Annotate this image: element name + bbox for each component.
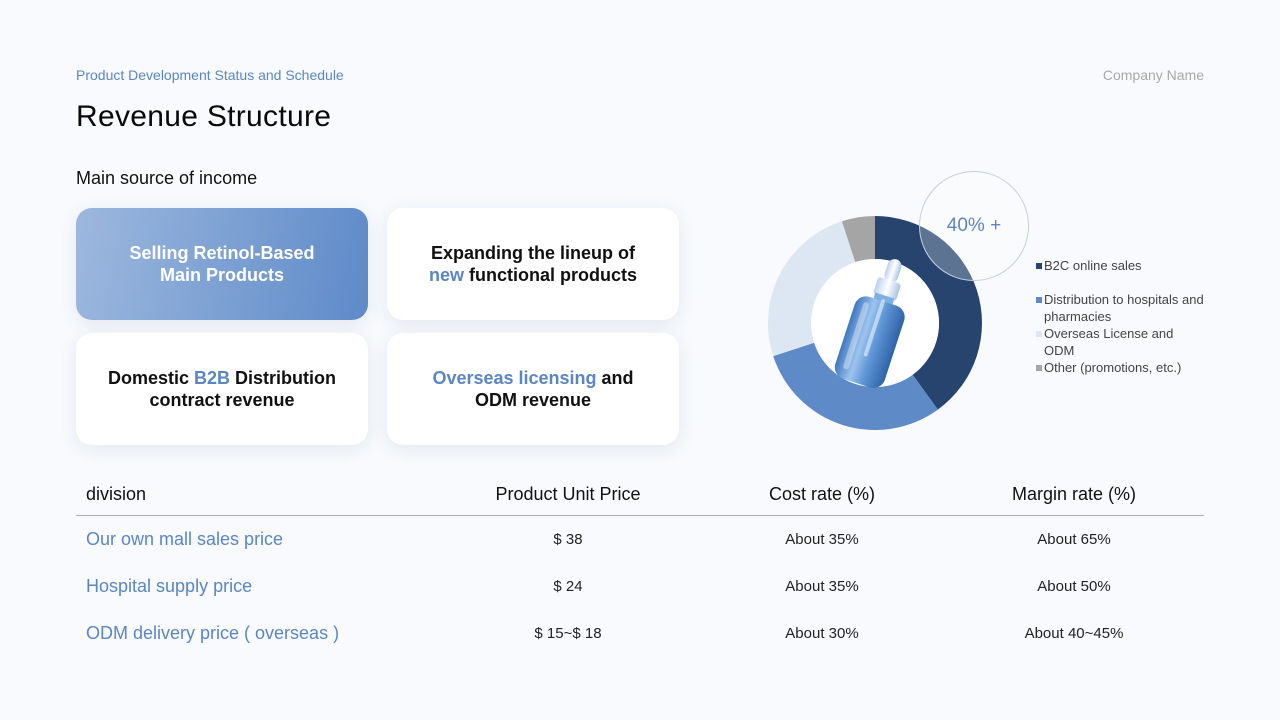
legend-item: Distribution to hospitals and pharmacies [1036, 291, 1206, 325]
table-row: Our own mall sales price $ 38 About 35% … [76, 516, 1204, 563]
callout-text: 40% + [946, 215, 1002, 236]
table-cell: About 65% [1037, 531, 1111, 548]
card-line: ODM revenue [474, 390, 592, 410]
table-cell: About 30% [785, 625, 859, 642]
table-header: Cost rate (%) [768, 484, 876, 504]
revenue-donut-chart [760, 208, 990, 438]
table-row: Hospital supply price $ 24 About 35% Abo… [76, 563, 1204, 610]
donut-svg [768, 216, 982, 430]
card-line: Main Products [159, 265, 284, 285]
table-cell: Our own mall sales price [86, 529, 284, 549]
page-title: Revenue Structure [76, 100, 332, 133]
table-cell: $ 24 [553, 578, 583, 595]
donut-slice [773, 342, 938, 430]
callout-bubble: 40% + [919, 171, 1029, 281]
legend-swatch [1036, 331, 1042, 337]
table-cell: ODM delivery price ( overseas ) [86, 623, 340, 643]
card-line: Distribution [230, 368, 337, 388]
table-header: Margin rate (%) [1011, 484, 1137, 504]
card-accent: Overseas licensing [432, 368, 597, 388]
donut-slice [841, 216, 875, 263]
company-name: Company Name [1102, 67, 1204, 83]
table-cell: About 40~45% [1024, 625, 1124, 642]
table-cell: $ 38 [553, 531, 583, 548]
card-accent: new [428, 265, 464, 285]
card-line: functional products [464, 265, 637, 285]
legend-label: B2C online sales [1044, 258, 1142, 273]
legend-label: Distribution to hospitals and pharmacies [1044, 292, 1204, 324]
legend-label: Other (promotions, etc.) [1044, 360, 1182, 375]
legend-item: Other (promotions, etc.) [1036, 359, 1206, 376]
card-domestic-b2b: Domestic B2B Distribution contract reven… [76, 333, 368, 445]
card-line: contract revenue [149, 390, 295, 410]
table-header: Product Unit Price [495, 484, 641, 504]
table-cell: $ 15~$ 18 [534, 625, 602, 642]
card-retinol-products: Selling Retinol-Based Main Products [76, 208, 368, 320]
table-header-row: division Product Unit Price Cost rate (%… [76, 474, 1204, 516]
serum-bottle-icon [834, 259, 905, 388]
legend-swatch [1036, 263, 1042, 269]
table-header: division [86, 484, 147, 504]
table-cell: About 50% [1037, 578, 1111, 595]
legend-item: Overseas License and ODM [1036, 325, 1206, 359]
card-expand-lineup: Expanding the lineup of new functional p… [387, 208, 679, 320]
legend-swatch [1036, 297, 1042, 303]
legend-label: Overseas License and ODM [1044, 326, 1174, 358]
pricing-table: division Product Unit Price Cost rate (%… [76, 474, 1204, 657]
card-line: Selling Retinol-Based [129, 243, 315, 263]
card-line: Expanding the lineup of [430, 243, 635, 263]
legend-item: B2C online sales [1036, 257, 1206, 274]
section-label: Main source of income [76, 168, 258, 188]
donut-slice [768, 221, 856, 357]
table-cell: About 35% [785, 531, 859, 548]
card-line: Domestic [107, 368, 194, 388]
table-row: ODM delivery price ( overseas ) $ 15~$ 1… [76, 610, 1204, 657]
card-accent: B2B [194, 368, 231, 388]
card-line: and [596, 368, 634, 388]
table-cell: About 35% [785, 578, 859, 595]
table-cell: Hospital supply price [86, 576, 253, 596]
header-subtitle: Product Development Status and Schedule [76, 67, 344, 83]
chart-legend: B2C online sales Distribution to hospita… [1036, 257, 1206, 376]
card-overseas-licensing: Overseas licensing and ODM revenue [387, 333, 679, 445]
legend-swatch [1036, 365, 1042, 371]
